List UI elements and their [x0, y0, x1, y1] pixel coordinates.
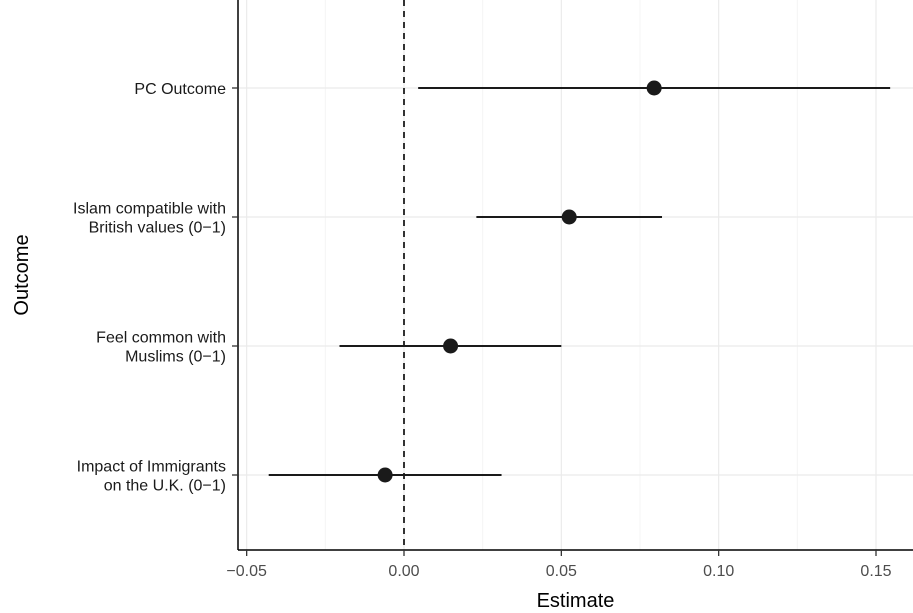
x-tick-label: −0.05: [226, 563, 267, 580]
y-axis-title: Outcome: [11, 234, 33, 315]
x-tick-label: 0.05: [546, 563, 577, 580]
estimate-point: [561, 209, 577, 225]
axes: [232, 0, 913, 556]
estimate-point: [377, 467, 393, 483]
y-tick-labels: PC Outcome Islam compatible with British v…: [73, 81, 226, 495]
category-label: British values (0−1): [89, 220, 226, 237]
category-label: Feel common with: [96, 330, 226, 347]
x-tick-labels: −0.05 0.00 0.05 0.10 0.15: [226, 563, 891, 580]
category-label: on the U.K. (0−1): [104, 478, 226, 495]
x-axis-title: Estimate: [537, 590, 615, 612]
category-label: Impact of Immigrants: [77, 459, 226, 476]
category-label: PC Outcome: [134, 81, 226, 98]
category-label: Islam compatible with: [73, 201, 226, 218]
grid-lines: [238, 0, 913, 550]
x-tick-label: 0.10: [703, 563, 734, 580]
estimate-point: [646, 80, 662, 96]
x-tick-label: 0.00: [388, 563, 419, 580]
estimate-point: [443, 338, 459, 354]
estimate-points: [377, 80, 662, 483]
category-label: Muslims (0−1): [125, 349, 226, 366]
x-tick-label: 0.15: [860, 563, 891, 580]
